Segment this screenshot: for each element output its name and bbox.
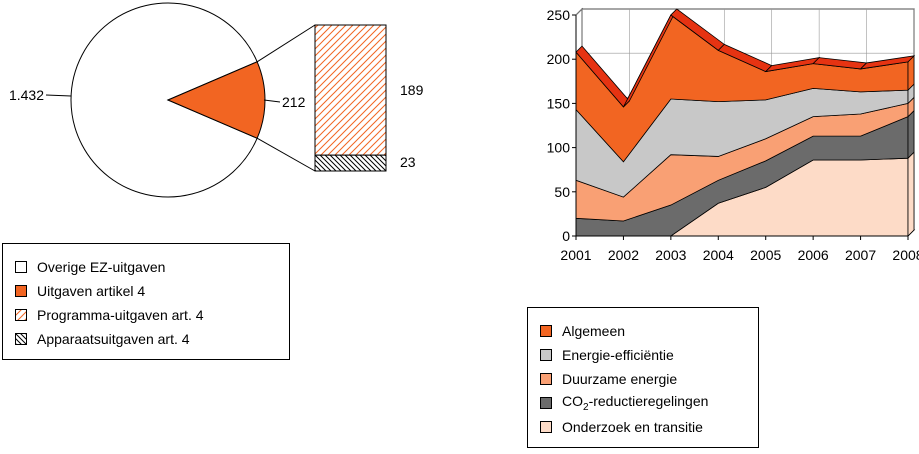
legend-label: Overige EZ-uitgaven [37, 259, 166, 275]
legend-swatch-onderzoek [540, 421, 552, 433]
legend-item-apparaat: Apparaatsuitgaven art. 4 [15, 329, 190, 349]
pie-label-uitgaven: 212 [282, 94, 306, 110]
area-side-1 [907, 109, 915, 160]
x-tick-label: 2001 [560, 247, 591, 263]
legend-swatch-white [15, 261, 27, 273]
legend-item-co2: CO2-reductieregelingen [540, 393, 708, 413]
area-top-face [859, 55, 916, 70]
pie-leader-lines [45, 24, 316, 172]
legend-item-uitgaven: Uitgaven artikel 4 [15, 281, 145, 301]
x-tick-label: 2006 [798, 247, 829, 263]
legend-label: Programma-uitgaven art. 4 [37, 307, 204, 323]
legend-swatch-hatch-black [15, 333, 27, 345]
legend-label: Energie-efficiëntie [562, 347, 674, 363]
legend-label: Onderzoek en transitie [562, 419, 703, 435]
legend-item-onderzoek: Onderzoek en transitie [540, 417, 703, 437]
breakdown-label-programma: 189 [400, 82, 424, 98]
legend-label: Algemeen [562, 323, 626, 339]
legend-label: CO2-reductieregelingen [562, 393, 709, 413]
pie-leader-uitgaven [263, 99, 281, 103]
y-tick-label: 200 [547, 51, 571, 67]
connector-bottom [256, 137, 316, 172]
area-legend: Algemeen Energie-efficiëntie Duurzame en… [527, 307, 759, 448]
y-tick-label: 0 [562, 228, 570, 244]
pie-labels: 1.432 212 189 23 [9, 82, 424, 170]
legend-item-programma: Programma-uitgaven art. 4 [15, 305, 204, 325]
pie-label-overige: 1.432 [9, 87, 44, 103]
area-chart: 0 50 100 150 200 250 2001 2002 2003 2004 2005 2006… [547, 7, 919, 263]
legend-item-algemeen: Algemeen [540, 321, 625, 341]
pie-leader-overige [45, 94, 72, 97]
breakdown-label-apparaat: 23 [400, 154, 416, 170]
pie-chart: 1.432 212 189 23 [9, 2, 424, 198]
x-tick-label: 2003 [655, 247, 686, 263]
legend-swatch-algemeen [540, 325, 552, 337]
x-tick-label: 2005 [750, 247, 781, 263]
x-tick-label: 2008 [892, 247, 919, 263]
legend-swatch-orange [15, 285, 27, 297]
x-tick-label: 2004 [703, 247, 734, 263]
legend-swatch-duurzame-energie [540, 373, 552, 385]
area-series [575, 8, 916, 237]
legend-item-duurzame-energie: Duurzame energie [540, 369, 677, 389]
y-gridline-side [575, 8, 583, 16]
pie-slices [70, 2, 266, 198]
breakdown-segment-programma [314, 24, 387, 156]
legend-label: Apparaatsuitgaven art. 4 [37, 331, 190, 347]
pie-slice-overige [70, 2, 258, 198]
legend-label: Uitgaven artikel 4 [37, 283, 146, 299]
y-tick-label: 50 [554, 184, 570, 200]
legend-item-energie-efficientie: Energie-efficiëntie [540, 345, 674, 365]
y-tick-label: 150 [547, 95, 571, 111]
y-tick-label: 100 [547, 140, 571, 156]
y-tick-labels: 0 50 100 150 200 250 [547, 7, 571, 244]
legend-label: Duurzame energie [562, 371, 678, 387]
x-tick-labels: 2001 2002 2003 2004 2005 2006 2007 2008 [560, 247, 919, 263]
breakdown-segment-apparaat [314, 154, 387, 172]
legend-swatch-hatch-orange [15, 309, 27, 321]
connector-top [256, 24, 316, 63]
area-side-0 [907, 151, 915, 237]
pie-legend: Overige EZ-uitgaven Uitgaven artikel 4 P… [2, 243, 290, 360]
legend-item-overige: Overige EZ-uitgaven [15, 257, 165, 277]
breakdown-bar [314, 24, 387, 172]
legend-swatch-co2 [540, 397, 552, 409]
y-tick-label: 250 [547, 7, 571, 23]
chart-axes [572, 14, 909, 240]
legend-swatch-energie-efficientie [540, 349, 552, 361]
x-tick-label: 2007 [845, 247, 876, 263]
x-tick-label: 2002 [608, 247, 639, 263]
